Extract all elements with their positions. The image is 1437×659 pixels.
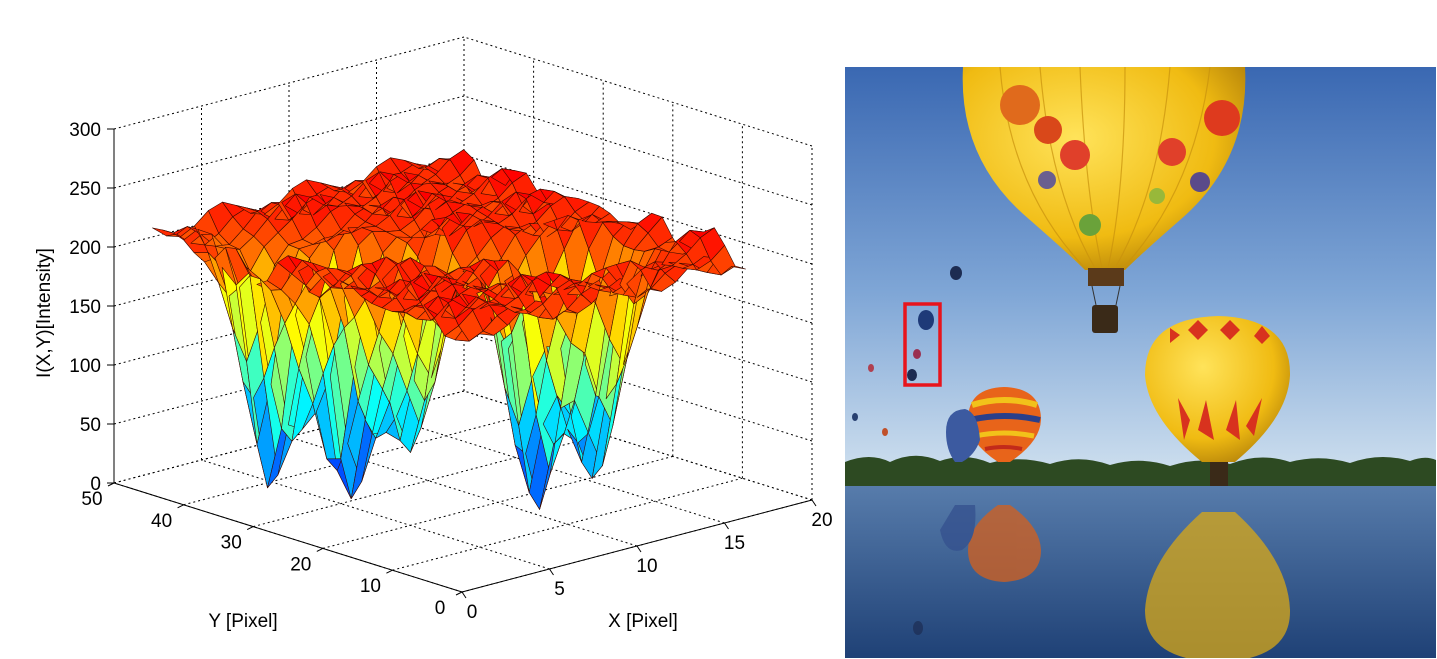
highlight-box xyxy=(903,302,942,387)
floor-gridline-y xyxy=(322,455,673,549)
small-balloon-8 xyxy=(913,621,923,635)
x-tick-label: 20 xyxy=(811,510,832,531)
z-tick-label: 200 xyxy=(69,238,101,259)
small-balloon-1 xyxy=(950,266,962,280)
z-axis-title: I(X,Y)[Intensity] xyxy=(34,248,55,378)
x-tick-label: 15 xyxy=(724,533,745,554)
floor-gridline-x xyxy=(376,413,725,524)
y-tick-label: 0 xyxy=(435,598,446,619)
small-balloon-3 xyxy=(913,349,921,359)
x-tick-mark xyxy=(461,591,467,599)
y-axis-line xyxy=(113,482,463,593)
y-tick-mark xyxy=(386,569,393,574)
wall-gridline-z xyxy=(463,36,813,147)
z-tick-label: 50 xyxy=(80,415,101,436)
x-tick-label: 10 xyxy=(636,556,657,577)
chart-axes xyxy=(107,128,817,599)
z-tick-label: 300 xyxy=(69,120,101,141)
wall-gridline-z xyxy=(463,331,813,442)
z-tick-label: 0 xyxy=(90,474,101,495)
wall-gridline-z2 xyxy=(113,36,465,130)
small-balloon-7 xyxy=(882,428,888,436)
floor-gridline-y xyxy=(392,477,743,571)
x-tick-label: 0 xyxy=(467,602,478,623)
y-tick-label: 30 xyxy=(221,533,242,554)
y-tick-label: 20 xyxy=(290,554,311,575)
wall-gridline-z xyxy=(463,272,813,383)
y-tick-label: 50 xyxy=(81,489,102,510)
wall-gridline-z xyxy=(463,154,813,265)
floor-gridline-x xyxy=(288,436,638,547)
x-tick-mark xyxy=(636,545,642,553)
large-yellow-balloon xyxy=(962,67,1246,333)
small-balloon-6 xyxy=(852,413,858,421)
y-tick-mark xyxy=(177,504,184,509)
z-tick-label: 150 xyxy=(69,297,101,318)
floor-gridline-x xyxy=(201,459,550,570)
y-tick-label: 40 xyxy=(151,511,172,532)
x-tick-label: 5 xyxy=(554,579,565,600)
x-tick-mark xyxy=(811,499,817,507)
y-tick-label: 10 xyxy=(360,576,381,597)
y-tick-mark xyxy=(316,547,324,552)
z-tick-label: 100 xyxy=(69,356,101,377)
x-tick-mark xyxy=(724,522,729,530)
water-reflections xyxy=(940,505,1291,658)
wall-gridline-z xyxy=(463,213,813,324)
y-tick-mark xyxy=(455,591,463,596)
yellow-balloon-right xyxy=(1145,316,1291,486)
small-balloon-2 xyxy=(918,310,934,330)
small-balloon-4 xyxy=(907,369,917,381)
photo-treeline xyxy=(845,455,1436,486)
wall-gridline-z xyxy=(463,390,813,501)
balloon-photo xyxy=(845,67,1436,658)
small-balloon-5 xyxy=(868,364,874,372)
x-axis-title: X [Pixel] xyxy=(608,611,678,632)
wall-gridline-z2 xyxy=(113,95,465,189)
striped-balloon xyxy=(946,387,1041,462)
y-axis-title: Y [Pixel] xyxy=(208,611,277,632)
surface-plot xyxy=(152,149,746,510)
y-tick-mark xyxy=(246,526,254,531)
wall-gridline-z xyxy=(463,95,813,206)
x-tick-mark xyxy=(549,568,554,576)
surface-facet xyxy=(720,265,746,276)
z-tick-label: 250 xyxy=(69,179,101,200)
photo-water xyxy=(845,477,1436,658)
